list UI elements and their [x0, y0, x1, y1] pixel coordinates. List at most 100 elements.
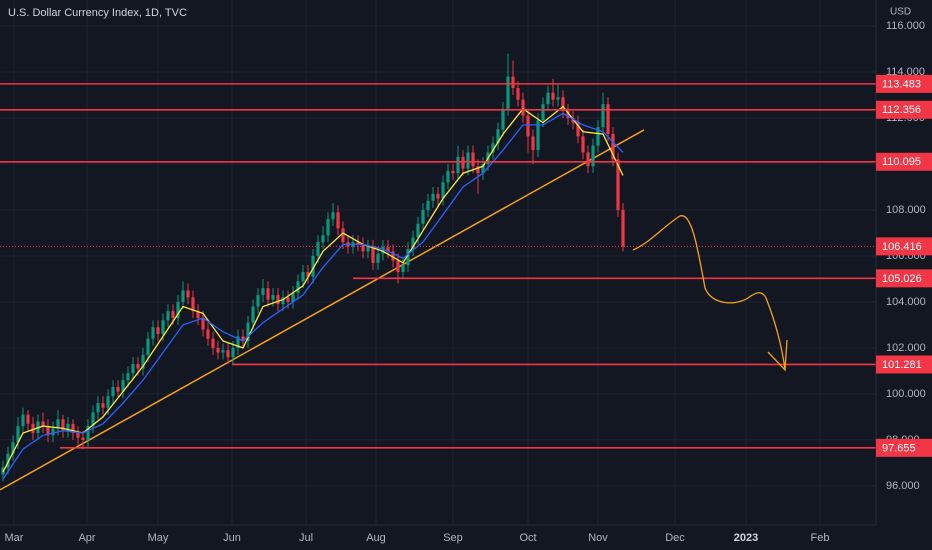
- candle-body: [151, 327, 155, 339]
- candle-body: [41, 421, 45, 427]
- candle-body: [156, 327, 160, 335]
- candle-body: [456, 157, 460, 174]
- candle-body: [266, 288, 270, 300]
- candle-body: [316, 242, 320, 256]
- trendline: [0, 129, 645, 491]
- projection-drawing: [632, 215, 788, 372]
- level-label-box: [876, 438, 932, 457]
- candle-body: [491, 143, 495, 153]
- candle-body: [336, 212, 340, 229]
- candle-body: [366, 246, 370, 252]
- candle-body: [66, 423, 70, 431]
- candle-body: [216, 347, 220, 353]
- candle-body: [31, 423, 35, 434]
- candle-body: [231, 347, 235, 358]
- candle-body: [241, 336, 245, 342]
- candle-body: [311, 255, 315, 277]
- y-tick-label: 100.000: [886, 388, 926, 400]
- level-label: 112.356: [882, 104, 921, 116]
- x-tick-label: Aug: [366, 532, 386, 544]
- candle-body: [411, 237, 415, 250]
- candle-body: [296, 281, 300, 293]
- x-tick-label: May: [148, 532, 169, 544]
- candle-body: [141, 354, 145, 369]
- candle-body: [106, 396, 110, 408]
- candle-body: [246, 322, 250, 342]
- candle-body: [396, 260, 400, 273]
- candle-body: [6, 453, 10, 468]
- candle-body: [21, 414, 25, 427]
- candle-body: [541, 104, 545, 121]
- candle-body: [606, 104, 610, 135]
- candle-body: [256, 295, 260, 307]
- level-label-box: [876, 355, 932, 374]
- x-tick-label: Apr: [78, 532, 95, 544]
- candle-body: [506, 76, 510, 109]
- moving-average: [2, 112, 624, 480]
- candle-body: [226, 350, 230, 358]
- candle-body: [251, 306, 255, 323]
- candle-body: [421, 209, 425, 224]
- y-tick-label: 116.000: [886, 20, 925, 32]
- candle-body: [171, 311, 175, 319]
- candle-body: [26, 414, 30, 424]
- candle-body: [526, 115, 530, 137]
- candle-body: [271, 295, 275, 300]
- candle-body: [446, 170, 450, 183]
- candle-body: [381, 246, 385, 254]
- candle-body: [576, 122, 580, 137]
- candle-body: [531, 136, 535, 151]
- y-tick-label: 108.000: [886, 204, 926, 216]
- candle-body: [436, 193, 440, 199]
- candle-body: [321, 235, 325, 243]
- candle-body: [451, 170, 455, 174]
- y-tick-label: 96.000: [886, 480, 920, 492]
- candle-body: [146, 338, 150, 355]
- x-tick-label: Nov: [588, 532, 608, 544]
- x-tick-label: Mar: [5, 532, 24, 544]
- candle-body: [441, 182, 445, 199]
- candle-body: [326, 219, 330, 236]
- candle-body: [96, 403, 100, 413]
- y-unit: USD: [890, 7, 911, 18]
- candle-body: [431, 193, 435, 201]
- candle-body: [161, 320, 165, 335]
- candle-body: [111, 387, 115, 397]
- candle-body: [181, 290, 185, 302]
- candle-body: [616, 159, 620, 210]
- candle-body: [236, 336, 240, 348]
- candle-body: [391, 251, 395, 261]
- candle-body: [341, 228, 345, 243]
- candle-body: [46, 426, 50, 436]
- level-label-box: [876, 100, 932, 119]
- candle-body: [126, 373, 130, 381]
- candle-body: [76, 433, 80, 438]
- candle-body: [131, 364, 135, 374]
- x-tick-label: 2023: [734, 532, 758, 544]
- candle-body: [101, 403, 105, 408]
- candle-body: [461, 157, 465, 169]
- candle-body: [196, 311, 200, 319]
- candle-body: [466, 152, 470, 169]
- candle-body: [471, 152, 475, 167]
- x-tick-label: Sep: [443, 532, 463, 544]
- candle-body: [566, 111, 570, 118]
- candle-body: [16, 426, 20, 443]
- candle-body: [371, 246, 375, 263]
- candle-body: [426, 200, 430, 210]
- candle-body: [176, 301, 180, 319]
- y-tick-label: 106.000: [886, 250, 926, 262]
- x-tick-label: Dec: [665, 532, 685, 544]
- level-label: 97.655: [882, 442, 916, 454]
- candle-body: [61, 419, 65, 431]
- candle-body: [56, 419, 60, 429]
- candle-body: [261, 288, 265, 296]
- candle-body: [11, 442, 15, 454]
- level-label-box: [876, 152, 932, 171]
- level-label-box: [876, 74, 932, 93]
- grid: [0, 0, 876, 525]
- candle-body: [166, 311, 170, 321]
- moving-average: [2, 105, 624, 473]
- price-label-box: [876, 237, 932, 256]
